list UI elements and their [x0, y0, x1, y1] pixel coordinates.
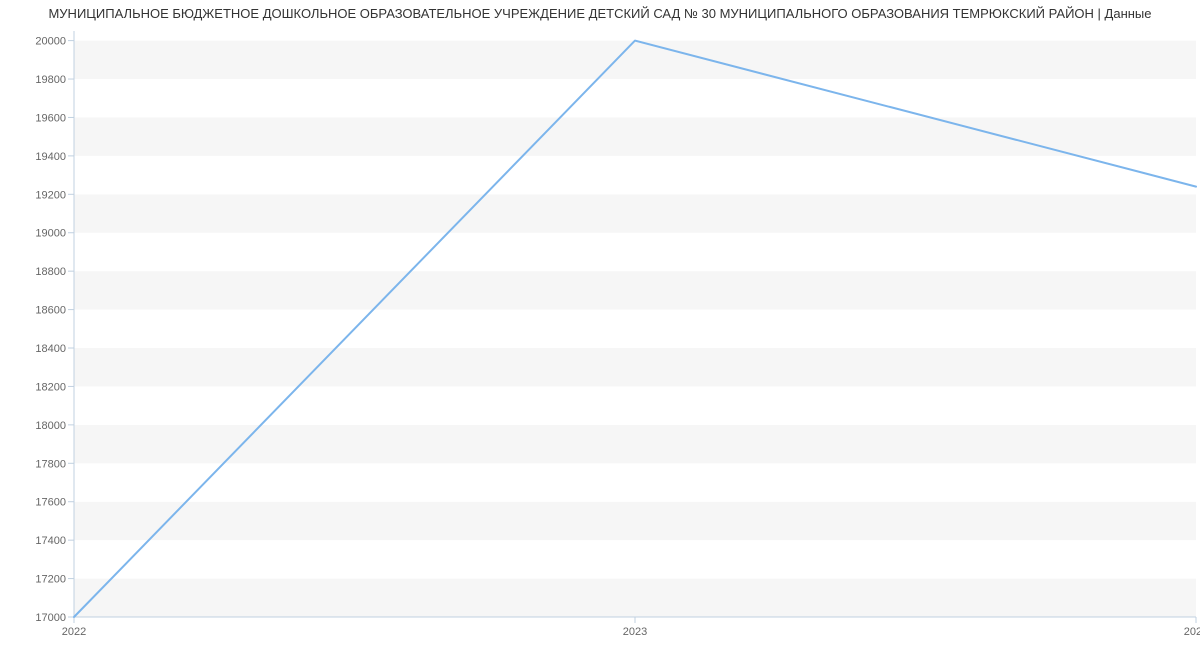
line-chart: 17000 17200 17400 17600 17800 18000 18200 18400…	[0, 25, 1200, 645]
y-tick-label: 18200	[35, 381, 66, 393]
plot-band	[74, 41, 1196, 79]
plot-band	[74, 386, 1196, 424]
plot-band	[74, 271, 1196, 309]
x-tick-label: 2022	[62, 626, 86, 638]
plot-band	[74, 156, 1196, 194]
y-tick-label: 19800	[35, 74, 66, 86]
x-tick-label: 2023	[623, 626, 647, 638]
plot-band	[74, 348, 1196, 386]
plot-band	[74, 233, 1196, 271]
y-tick-label: 19000	[35, 228, 66, 240]
plot-band	[74, 502, 1196, 540]
y-tick-label: 17000	[35, 612, 66, 624]
y-tick-label: 19600	[35, 112, 66, 124]
y-tick-label: 17600	[35, 497, 66, 509]
chart-title: МУНИЦИПАЛЬНОЕ БЮДЖЕТНОЕ ДОШКОЛЬНОЕ ОБРАЗ…	[0, 0, 1200, 25]
y-tick-label: 19200	[35, 189, 66, 201]
y-tick-label: 18800	[35, 266, 66, 278]
y-tick-label: 19400	[35, 151, 66, 163]
plot-band	[74, 117, 1196, 155]
plot-band	[74, 194, 1196, 232]
plot-band	[74, 310, 1196, 348]
plot-band	[74, 463, 1196, 501]
y-tick-label: 17200	[35, 574, 66, 586]
plot-band	[74, 79, 1196, 117]
plot-band	[74, 540, 1196, 578]
y-tick-label: 18000	[35, 420, 66, 432]
x-tick-label: 2024	[1184, 626, 1200, 638]
plot-band	[74, 579, 1196, 617]
plot-band	[74, 31, 1196, 41]
y-tick-label: 17800	[35, 458, 66, 470]
y-tick-label: 20000	[35, 36, 66, 48]
y-tick-label: 17400	[35, 535, 66, 547]
chart-container: 17000 17200 17400 17600 17800 18000 18200 18400…	[0, 25, 1200, 645]
y-tick-label: 18400	[35, 343, 66, 355]
y-tick-label: 18600	[35, 305, 66, 317]
